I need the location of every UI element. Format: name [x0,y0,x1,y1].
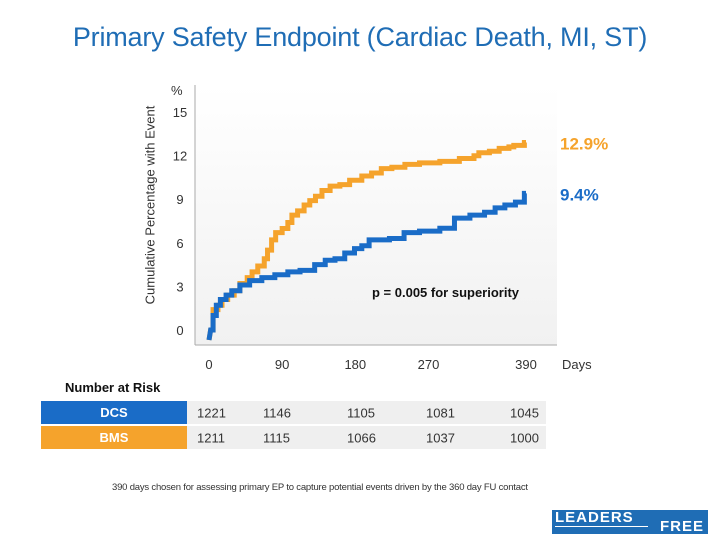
risk-table-title: Number at Risk [65,380,161,395]
km-chart: 0 3 6 9 12 15 0 90 180 270 390 12.9% 9.4% p = 0.00… [173,85,608,372]
x-tick-label: 270 [418,357,440,372]
y-ticks: 0 3 6 9 12 15 [173,105,187,338]
risk-cell: 1221 [197,405,226,420]
end-label-dcs: 9.4% [560,185,599,204]
y-axis-unit: % [171,83,183,98]
x-tick-label: 390 [515,357,537,372]
series-group [206,140,527,341]
y-tick-label: 6 [176,236,183,251]
y-tick-label: 0 [176,323,183,338]
risk-cell: 1115 [263,430,290,445]
end-label-bms: 12.9% [560,135,608,154]
risk-row-values: 1211 1115 1066 1037 1000 [187,426,546,449]
x-tick-label: 90 [275,357,289,372]
risk-cell: 1081 [426,405,455,420]
logo-text-leaders: LEADERS [555,509,634,526]
risk-row-bms: BMS 1211 1115 1066 1037 1000 [41,426,546,449]
risk-cell: 1066 [347,430,376,445]
series-line-dcs [206,190,527,341]
risk-row-label: DCS [41,401,187,424]
plot-area [195,85,557,345]
risk-row-label: BMS [41,426,187,449]
y-tick-label: 3 [176,279,183,294]
risk-cell: 1037 [426,430,455,445]
x-ticks: 0 90 180 270 390 [205,357,536,372]
x-tick-label: 180 [344,357,366,372]
risk-cell: 1000 [510,430,539,445]
risk-row-dcs: DCS 1221 1146 1105 1081 1045 [41,401,546,424]
x-tick-label: 0 [205,357,212,372]
risk-cell: 1211 [197,430,225,445]
logo-underline [555,526,648,527]
risk-row-values: 1221 1146 1105 1081 1045 [187,401,546,424]
chart-title: Primary Safety Endpoint (Cardiac Death, … [72,22,648,52]
footnote: 390 days chosen for assessing primary EP… [112,482,528,493]
risk-cell: 1045 [510,405,539,420]
end-labels: 12.9% 9.4% [560,135,608,205]
y-tick-label: 15 [173,105,187,120]
p-value-annotation: p = 0.005 for superiority [372,285,520,300]
risk-cell: 1105 [347,405,375,420]
leaders-free-logo: LEADERS FREE [552,509,708,535]
x-axis-label: Days [562,357,592,372]
y-tick-label: 9 [176,192,183,207]
risk-cell: 1146 [263,405,291,420]
y-tick-label: 12 [173,149,187,164]
risk-table: DCS 1221 1146 1105 1081 1045 BMS 1211 1115 106… [41,401,546,451]
logo-text-free: FREE [659,518,704,535]
